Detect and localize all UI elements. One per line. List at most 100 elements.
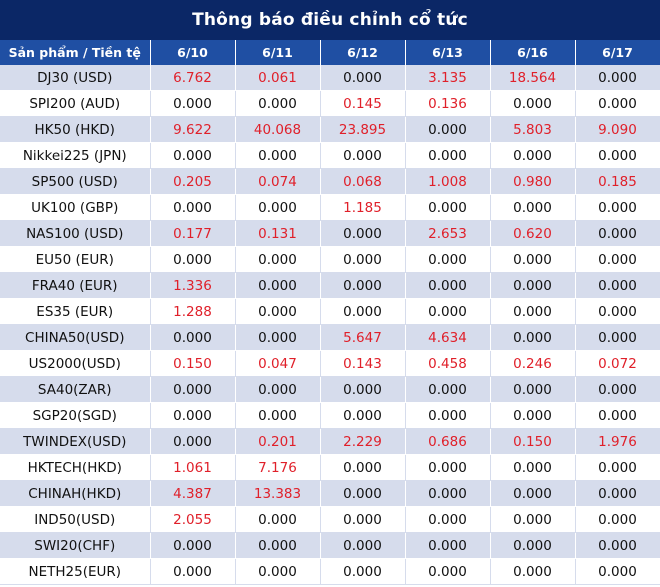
dividend-value-cell: 0.000	[320, 558, 406, 585]
dividend-value-cell: 0.000	[320, 402, 406, 429]
dividend-value-cell: 0.000	[490, 246, 576, 273]
dividend-value-cell: 0.000	[235, 194, 321, 221]
dividend-value-cell: 0.000	[150, 194, 236, 221]
dividend-value-cell: 0.000	[235, 376, 321, 403]
dividend-value-cell: 0.000	[405, 480, 491, 507]
dividend-value-cell: 0.000	[320, 220, 406, 247]
dividend-value-cell: 23.895	[320, 116, 406, 143]
dividend-value-cell: 0.000	[320, 65, 406, 91]
product-cell: ES35 (EUR)	[0, 298, 151, 325]
dividend-value-cell: 0.000	[150, 532, 236, 559]
dividend-value-cell: 0.150	[150, 350, 236, 377]
dividend-value-cell: 0.177	[150, 220, 236, 247]
dividend-value-cell: 0.000	[575, 376, 660, 403]
dividend-value-cell: 0.000	[235, 272, 321, 299]
dividend-value-cell: 1.288	[150, 298, 236, 325]
column-header-date: 6/12	[320, 40, 406, 65]
dividend-value-cell: 0.000	[575, 506, 660, 533]
dividend-value-cell: 0.000	[235, 142, 321, 169]
dividend-table: Sản phẩm / Tiền tệ 6/10 6/11 6/12 6/13 6…	[0, 40, 660, 585]
table-row: SGP20(SGD) 0.000 0.000 0.000 0.000 0.000 0.000	[0, 402, 660, 429]
dividend-value-cell: 0.000	[405, 376, 491, 403]
table-row: CHINA50(USD) 0.000 0.000 5.647 4.634 0.000 0.0…	[0, 324, 660, 351]
column-header-product: Sản phẩm / Tiền tệ	[0, 40, 151, 65]
product-cell: Nikkei225 (JPN)	[0, 142, 151, 169]
dividend-value-cell: 4.387	[150, 480, 236, 507]
dividend-value-cell: 0.000	[150, 376, 236, 403]
dividend-value-cell: 0.000	[575, 220, 660, 247]
product-cell: UK100 (GBP)	[0, 194, 151, 221]
dividend-value-cell: 1.008	[405, 168, 491, 195]
dividend-value-cell: 0.000	[405, 116, 491, 143]
dividend-value-cell: 0.000	[575, 65, 660, 91]
dividend-value-cell: 1.061	[150, 454, 236, 481]
dividend-value-cell: 0.000	[490, 194, 576, 221]
table-row: Nikkei225 (JPN) 0.000 0.000 0.000 0.000 0.000…	[0, 142, 660, 169]
dividend-value-cell: 13.383	[235, 480, 321, 507]
table-row: SPI200 (AUD) 0.000 0.000 0.145 0.136 0.000 0.0…	[0, 90, 660, 117]
table-row: SA40(ZAR) 0.000 0.000 0.000 0.000 0.000 0.000	[0, 376, 660, 403]
table-row: ES35 (EUR) 1.288 0.000 0.000 0.000 0.000 0.000	[0, 298, 660, 325]
dividend-value-cell: 0.000	[405, 272, 491, 299]
dividend-value-cell: 0.000	[235, 298, 321, 325]
product-cell: NETH25(EUR)	[0, 558, 151, 585]
product-cell: TWINDEX(USD)	[0, 428, 151, 455]
dividend-value-cell: 0.000	[150, 142, 236, 169]
dividend-value-cell: 5.803	[490, 116, 576, 143]
dividend-value-cell: 0.000	[150, 90, 236, 117]
dividend-value-cell: 0.000	[490, 376, 576, 403]
dividend-value-cell: 0.980	[490, 168, 576, 195]
dividend-value-cell: 1.336	[150, 272, 236, 299]
dividend-value-cell: 2.055	[150, 506, 236, 533]
dividend-value-cell: 0.000	[405, 532, 491, 559]
dividend-value-cell: 0.000	[235, 558, 321, 585]
dividend-value-cell: 0.000	[405, 558, 491, 585]
dividend-value-cell: 0.061	[235, 65, 321, 91]
dividend-value-cell: 0.000	[490, 506, 576, 533]
dividend-value-cell: 0.000	[575, 298, 660, 325]
dividend-value-cell: 0.000	[405, 506, 491, 533]
dividend-value-cell: 5.647	[320, 324, 406, 351]
dividend-value-cell: 0.205	[150, 168, 236, 195]
dividend-value-cell: 0.000	[575, 90, 660, 117]
product-cell: US2000(USD)	[0, 350, 151, 377]
table-row: UK100 (GBP) 0.000 0.000 1.185 0.000 0.000 0.00…	[0, 194, 660, 221]
dividend-value-cell: 0.000	[405, 194, 491, 221]
dividend-value-cell: 9.090	[575, 116, 660, 143]
product-cell: IND50(USD)	[0, 506, 151, 533]
dividend-value-cell: 0.000	[405, 454, 491, 481]
product-cell: HK50 (HKD)	[0, 116, 151, 143]
product-cell: HKTECH(HKD)	[0, 454, 151, 481]
dividend-value-cell: 0.000	[490, 454, 576, 481]
dividend-value-cell: 0.000	[575, 558, 660, 585]
dividend-value-cell: 0.047	[235, 350, 321, 377]
dividend-value-cell: 4.634	[405, 324, 491, 351]
dividend-value-cell: 6.762	[150, 65, 236, 91]
dividend-value-cell: 0.000	[320, 480, 406, 507]
dividend-value-cell: 0.000	[150, 428, 236, 455]
dividend-value-cell: 0.000	[490, 142, 576, 169]
dividend-value-cell: 0.000	[320, 142, 406, 169]
dividend-value-cell: 0.000	[575, 142, 660, 169]
table-row: EU50 (EUR) 0.000 0.000 0.000 0.000 0.000 0.000	[0, 246, 660, 273]
dividend-value-cell: 7.176	[235, 454, 321, 481]
dividend-value-cell: 3.135	[405, 65, 491, 91]
dividend-value-cell: 0.000	[575, 194, 660, 221]
table-row: NETH25(EUR) 0.000 0.000 0.000 0.000 0.000 0.00…	[0, 558, 660, 585]
dividend-value-cell: 0.000	[490, 298, 576, 325]
table-row: CHINAH(HKD) 4.387 13.383 0.000 0.000 0.000 0.0…	[0, 480, 660, 507]
dividend-value-cell: 0.000	[320, 376, 406, 403]
dividend-value-cell: 0.000	[405, 298, 491, 325]
dividend-value-cell: 0.000	[235, 90, 321, 117]
column-header-date: 6/10	[150, 40, 236, 65]
table-row: HK50 (HKD) 9.622 40.068 23.895 0.000 5.803 9.0…	[0, 116, 660, 143]
dividend-value-cell: 0.000	[405, 142, 491, 169]
dividend-value-cell: 1.976	[575, 428, 660, 455]
product-cell: EU50 (EUR)	[0, 246, 151, 273]
dividend-value-cell: 0.686	[405, 428, 491, 455]
dividend-value-cell: 0.185	[575, 168, 660, 195]
dividend-value-cell: 0.000	[320, 454, 406, 481]
product-cell: CHINA50(USD)	[0, 324, 151, 351]
dividend-value-cell: 1.185	[320, 194, 406, 221]
